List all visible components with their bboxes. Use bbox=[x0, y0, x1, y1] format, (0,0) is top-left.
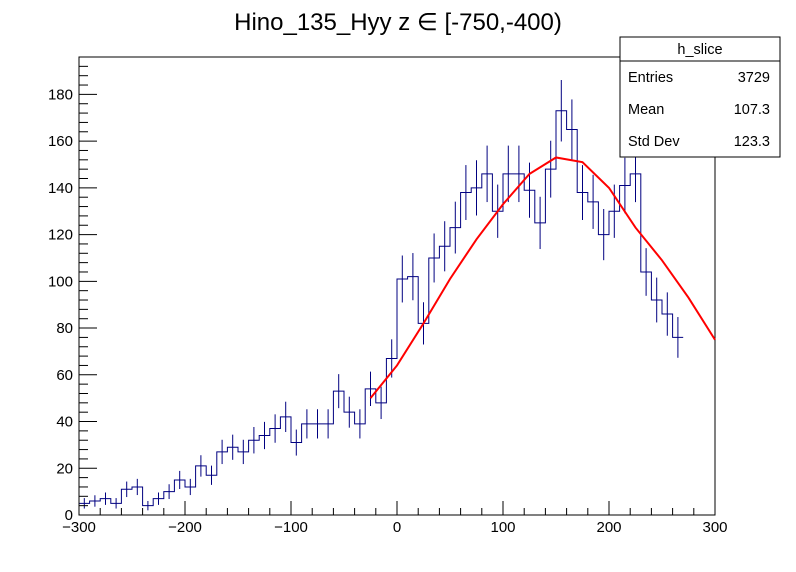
y-tick-label: 0 bbox=[65, 507, 73, 524]
y-tick-label: 100 bbox=[48, 273, 73, 290]
y-tick-label: 160 bbox=[48, 133, 73, 150]
fit-curve bbox=[369, 156, 716, 399]
x-tick-label: 300 bbox=[702, 519, 727, 536]
stats-label: Mean bbox=[628, 102, 664, 118]
stats-label: Entries bbox=[628, 70, 673, 86]
stats-label: Std Dev bbox=[628, 134, 680, 150]
y-tick-label: 40 bbox=[56, 414, 73, 431]
stats-value: 123.3 bbox=[734, 134, 770, 150]
plot-area: −300 −200 −100 0 100 200 300 0 20 40 60 80 100 120 140… bbox=[48, 56, 728, 536]
y-tick-label: 120 bbox=[48, 227, 73, 244]
y-tick-label: 20 bbox=[56, 460, 73, 477]
stats-value: 107.3 bbox=[734, 102, 770, 118]
x-tick-label: 200 bbox=[596, 519, 621, 536]
chart-title: Hino_135_Hyy z ∈ [-750,-400) bbox=[234, 9, 562, 36]
y-tick-label: 180 bbox=[48, 86, 73, 103]
x-tick-label: 0 bbox=[393, 519, 401, 536]
x-tick-label: −300 bbox=[62, 519, 96, 536]
x-tick-label: −200 bbox=[168, 519, 202, 536]
histogram-outline bbox=[79, 110, 684, 507]
x-tick-label: −100 bbox=[274, 519, 308, 536]
stats-value: 3729 bbox=[738, 70, 770, 86]
y-tick-label: 60 bbox=[56, 367, 73, 384]
x-tick-label: 100 bbox=[490, 519, 515, 536]
stats-box-frame bbox=[619, 36, 781, 158]
y-tick-label: 80 bbox=[56, 320, 73, 337]
y-tick-label: 140 bbox=[48, 180, 73, 197]
stats-box-title: h_slice bbox=[677, 42, 722, 58]
